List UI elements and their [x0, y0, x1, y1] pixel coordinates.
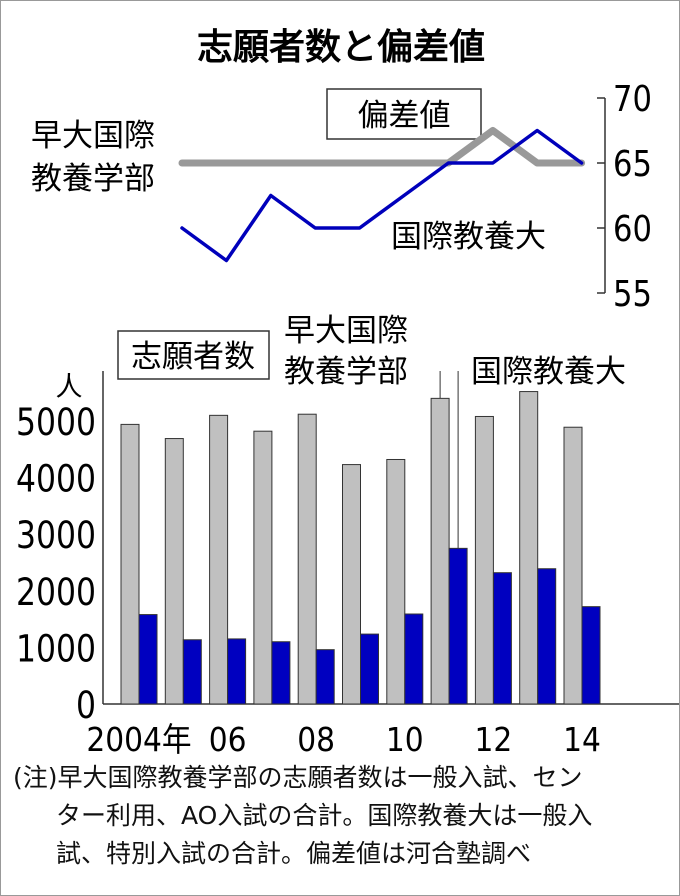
- aiu-deviation-line: [180, 128, 584, 263]
- waseda-applicants-bar: [519, 391, 539, 705]
- y-tick-label: 3000: [16, 515, 96, 558]
- footnote-line-1: (注)早大国際教養学部の志願者数は一般入試、セン: [13, 763, 583, 792]
- aiu-applicants-bar: [227, 638, 247, 705]
- y-tick-label: 70: [613, 78, 652, 120]
- y-unit-label: 人: [56, 372, 83, 403]
- waseda-bar-label-2: 教養学部: [284, 354, 408, 390]
- aiu-applicants-bar: [271, 641, 291, 705]
- aiu-applicants-bar: [581, 606, 601, 705]
- waseda-applicants-bar: [386, 458, 406, 705]
- y-tick-label: 5000: [16, 402, 96, 445]
- x-tick-label: 12: [475, 722, 513, 760]
- x-tick-label: 14: [563, 722, 601, 760]
- x-tick-label: 10: [386, 722, 424, 760]
- deviation-box-label: 偏差値: [358, 98, 451, 134]
- waseda-applicants-bar: [430, 397, 450, 705]
- waseda-applicants-bar: [164, 438, 184, 705]
- y-tick-label: 60: [613, 208, 652, 250]
- y-tick-label: 1000: [16, 628, 96, 671]
- y-tick-label: 0: [76, 685, 96, 728]
- aiu-applicants-bar: [492, 572, 512, 705]
- footnote-line-3: 試、特別入試の合計。偏差値は河合塾調べ: [56, 839, 532, 868]
- y-tick-label: 4000: [16, 458, 96, 501]
- aiu-applicants-bar: [182, 639, 202, 705]
- y-tick-label: 65: [613, 143, 652, 185]
- deviation-box: [326, 88, 482, 140]
- aiu-bar-label: 国際教養大: [471, 354, 626, 390]
- applicants-box: [117, 330, 270, 380]
- aiu-applicants-bar: [138, 614, 158, 705]
- waseda-applicants-bar: [209, 414, 229, 705]
- aiu-applicants-bar: [315, 649, 335, 705]
- applicants-box-label: 志願者数: [131, 339, 255, 375]
- waseda-applicants-bar: [297, 413, 317, 705]
- waseda-applicants-bar: [474, 415, 494, 705]
- footnote-line-2: ター利用、AO入試の合計。国際教養大は一般入: [56, 801, 593, 830]
- y-tick-label: 2000: [16, 571, 96, 614]
- waseda-applicants-bar: [120, 423, 140, 705]
- waseda-applicants-bar: [563, 426, 583, 705]
- x-tick-label: 08: [297, 722, 335, 760]
- aiu-applicants-bar: [537, 568, 557, 705]
- waseda-line-label-1: 早大国際: [31, 118, 155, 154]
- chart-title: 志願者数と偏差値: [197, 27, 485, 68]
- y-tick-label: 55: [613, 273, 652, 315]
- aiu-applicants-bar: [448, 547, 468, 705]
- aiu-applicants-bar: [404, 613, 424, 705]
- waseda-bar-label-1: 早大国際: [284, 313, 408, 349]
- waseda-applicants-bar: [253, 430, 273, 705]
- aiu-applicants-bar: [360, 633, 379, 705]
- aiu-line-label: 国際教養大: [391, 219, 546, 255]
- x-tick-label: 06: [209, 722, 247, 760]
- waseda-applicants-bar: [342, 464, 361, 705]
- x-tick-label: 2004年: [86, 722, 191, 760]
- waseda-line-label-2: 教養学部: [31, 161, 155, 197]
